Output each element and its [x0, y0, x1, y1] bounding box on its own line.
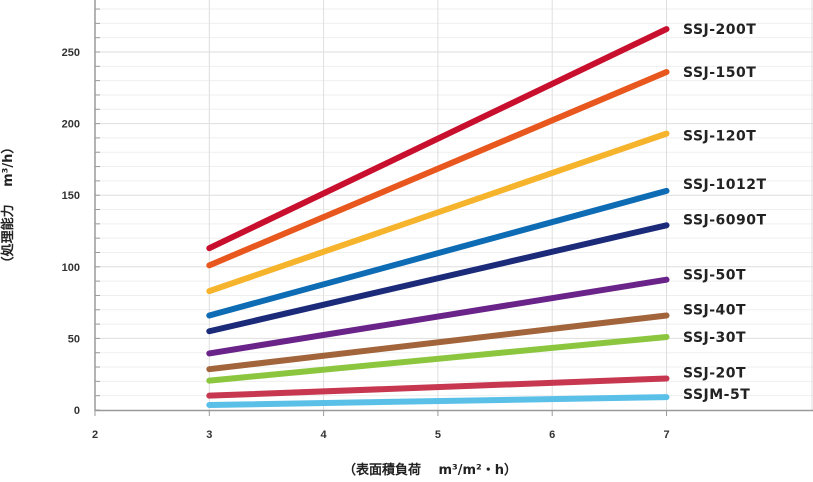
series-label: SSJ-30T	[683, 330, 746, 346]
y-tick-label: 50	[68, 333, 80, 345]
y-tick-label: 150	[62, 190, 80, 202]
series-line	[206, 130, 670, 295]
y-tick-label: 250	[62, 47, 80, 59]
x-tick-label: 6	[549, 429, 555, 441]
series-line	[206, 394, 670, 408]
y-tick-label: 100	[62, 262, 80, 274]
series-label: SSJ-150T	[683, 65, 756, 81]
y-tick-label: 200	[62, 119, 80, 131]
series-line	[206, 276, 670, 357]
series-label: SSJ-120T	[683, 129, 756, 145]
y-tick-label: 0	[74, 405, 80, 417]
x-tick-label: 7	[663, 429, 669, 441]
series-lines	[206, 26, 670, 408]
x-tick-label: 3	[206, 429, 212, 441]
x-tick-label: 2	[92, 429, 98, 441]
series-label: SSJ-6090T	[683, 212, 767, 228]
series-labels: SSJ-200T SSJ-150T SSJ-120T SSJ-1012T SSJ-609…	[683, 22, 767, 403]
series-label: SSJ-20T	[683, 365, 746, 381]
series-label: SSJ-50T	[683, 268, 746, 284]
series-line	[206, 312, 670, 373]
series-line	[206, 69, 670, 269]
x-tick-label: 5	[435, 429, 441, 441]
series-label: SSJ-40T	[683, 302, 746, 318]
series-label: SSJM-5T	[683, 387, 750, 403]
series-line	[206, 187, 670, 319]
series-line	[206, 26, 670, 252]
series-label: SSJ-1012T	[683, 177, 767, 193]
series-label: SSJ-200T	[683, 22, 756, 38]
x-tick-label: 4	[321, 429, 328, 441]
x-axis-title: （表面積負荷 m³/m²・h）	[343, 462, 517, 478]
series-line	[206, 375, 670, 399]
axes: 0 50 100 150 200 250 2 3 4 5 6 7	[62, 0, 813, 441]
y-axis-title: （処理能力 m³/h）	[0, 141, 16, 270]
series-line	[206, 333, 670, 384]
series-line	[206, 222, 670, 335]
